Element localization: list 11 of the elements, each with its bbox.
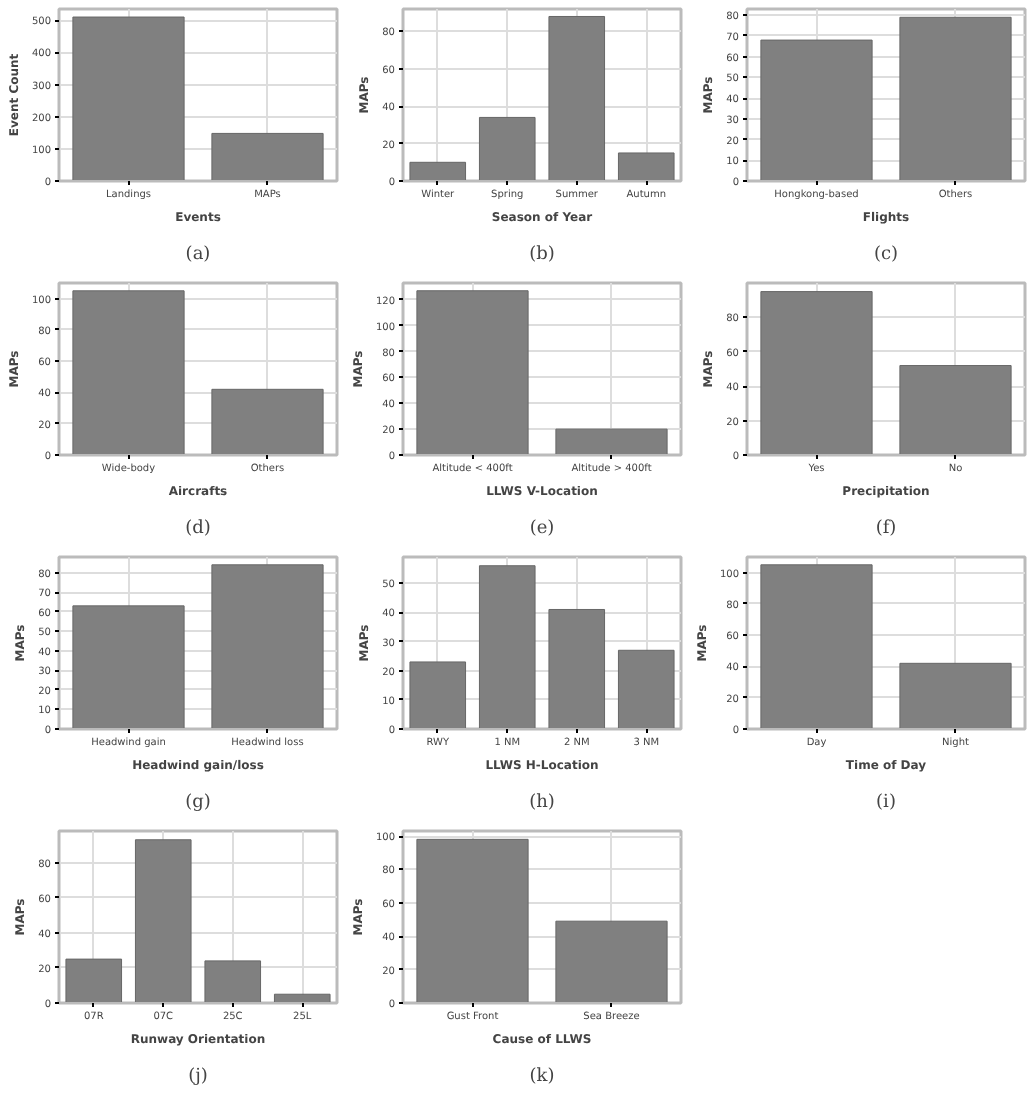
text: (b) (529, 245, 555, 265)
text: (e) (529, 519, 555, 539)
text: (c) (873, 245, 899, 265)
text: (a) (185, 245, 211, 265)
text: (h) (529, 793, 555, 813)
text: (i) (876, 793, 896, 813)
text: (d) (185, 519, 211, 539)
text: (g) (185, 793, 211, 813)
text: (j) (188, 1067, 208, 1087)
text: (f) (875, 519, 897, 539)
text: (k) (529, 1067, 555, 1087)
